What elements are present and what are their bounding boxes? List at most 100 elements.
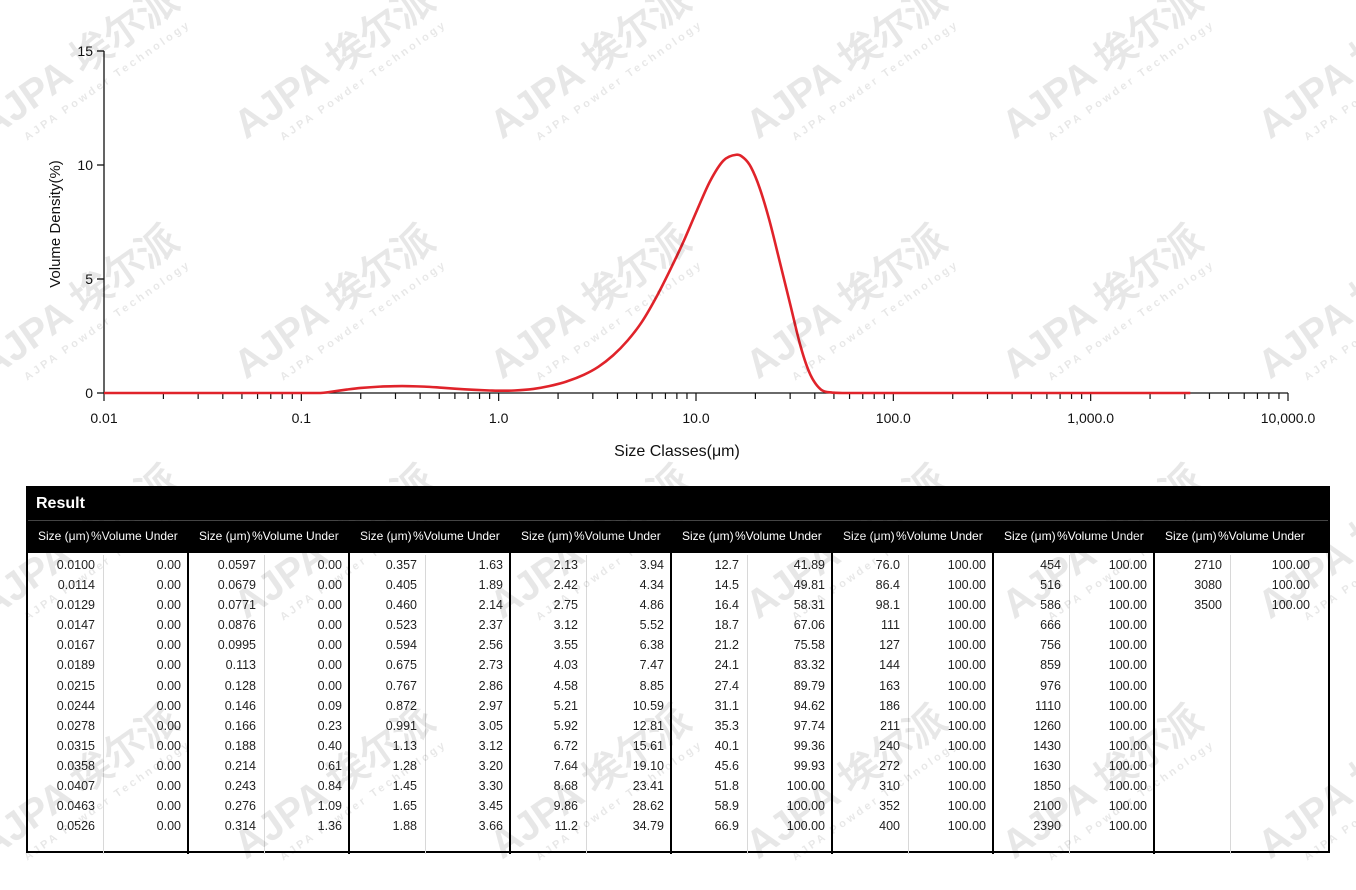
size-column: 12.7 14.5 16.4 18.7 21.2 24.1 27.4 31.1 35.3 40.1… bbox=[672, 555, 748, 854]
y-axis-label: Volume Density(%) bbox=[47, 160, 64, 288]
volume-cell: 0.00 bbox=[156, 738, 181, 753]
volume-under-header: %Volume Under bbox=[252, 529, 339, 543]
size-cell: 18.7 bbox=[714, 618, 739, 633]
volume-cell: 23.41 bbox=[632, 779, 664, 794]
size-cell: 127 bbox=[879, 638, 900, 653]
size-cell: 1850 bbox=[1033, 779, 1061, 794]
size-cell: 5.92 bbox=[553, 718, 578, 733]
size-cell: 0.0876 bbox=[217, 618, 256, 633]
volume-column: 0.00 0.00 0.00 0.00 0.00 0.00 0.00 0.00 0.00 0.00… bbox=[104, 555, 187, 854]
size-cell: 0.314 bbox=[224, 819, 256, 834]
volume-cell: 100.00 bbox=[947, 698, 986, 713]
volume-cell: 75.58 bbox=[793, 638, 825, 653]
volume-cell: 0.00 bbox=[156, 799, 181, 814]
volume-cell: 100.00 bbox=[1108, 779, 1147, 794]
size-cell: 2.42 bbox=[553, 578, 578, 593]
volume-cell: 99.93 bbox=[793, 758, 825, 773]
size-cell: 144 bbox=[879, 658, 900, 673]
result-column: 76.0 86.4 98.1 111 127 144 163 186 211 240 272 310 3… bbox=[833, 553, 994, 854]
size-cell: 0.0995 bbox=[217, 638, 256, 653]
size-cell: 0.0215 bbox=[56, 678, 95, 693]
volume-under-header: %Volume Under bbox=[1057, 529, 1144, 543]
size-cell: 0.0114 bbox=[57, 578, 95, 593]
size-cell: 0.460 bbox=[385, 598, 417, 613]
y-tick-label: 10 bbox=[77, 157, 93, 173]
size-cell: 111 bbox=[880, 618, 900, 633]
result-column: 12.7 14.5 16.4 18.7 21.2 24.1 27.4 31.1 35.3 40.1… bbox=[672, 553, 833, 854]
volume-cell: 1.63 bbox=[478, 558, 503, 572]
result-columns: 0.0100 0.0114 0.0129 0.0147 0.0167 0.0189 0.02… bbox=[28, 553, 1328, 854]
size-cell: 0.0129 bbox=[56, 598, 95, 613]
size-column: 0.357 0.405 0.460 0.523 0.594 0.675 0.767 0.872… bbox=[350, 555, 426, 854]
size-cell: 3.55 bbox=[553, 638, 578, 653]
volume-cell: 28.62 bbox=[632, 799, 664, 814]
volume-under-header: %Volume Under bbox=[896, 529, 983, 543]
result-column: 0.0100 0.0114 0.0129 0.0147 0.0167 0.0189 0.02… bbox=[28, 553, 189, 854]
size-cell: 2.75 bbox=[553, 598, 578, 613]
volume-cell: 1.36 bbox=[317, 819, 342, 834]
x-tick-label: 1.0 bbox=[489, 410, 509, 426]
size-cell: 86.4 bbox=[875, 578, 900, 593]
size-cell: 40.1 bbox=[714, 738, 739, 753]
size-cell: 976 bbox=[1040, 678, 1061, 693]
volume-cell: 2.73 bbox=[478, 658, 503, 673]
volume-cell: 2.86 bbox=[478, 678, 503, 693]
volume-column: 100.00 100.00 100.00 100.00 100.00 100.00 100.… bbox=[1070, 555, 1153, 854]
size-cell: 0.0278 bbox=[56, 718, 95, 733]
volume-cell: 1.89 bbox=[478, 578, 503, 593]
volume-cell: 100.00 bbox=[1108, 598, 1147, 613]
size-header: Size (μm) bbox=[199, 529, 251, 543]
volume-cell: 89.79 bbox=[793, 678, 825, 693]
size-cell: 586 bbox=[1040, 598, 1061, 613]
size-cell: 516 bbox=[1040, 578, 1061, 593]
size-cell: 666 bbox=[1040, 618, 1061, 633]
size-cell: 1110 bbox=[1035, 698, 1061, 713]
size-cell: 0.0147 bbox=[56, 618, 95, 633]
size-cell: 0.357 bbox=[385, 558, 417, 572]
column-header-group: Size (μm) %Volume Under bbox=[28, 521, 189, 553]
size-cell: 0.113 bbox=[225, 658, 256, 673]
volume-cell: 10.59 bbox=[632, 698, 664, 713]
column-header-group: Size (μm) %Volume Under bbox=[511, 521, 672, 553]
size-cell: 400 bbox=[879, 819, 900, 834]
volume-column: 0.00 0.00 0.00 0.00 0.00 0.00 0.00 0.09 0.23 0.40… bbox=[265, 555, 348, 854]
x-tick-label: 0.01 bbox=[90, 410, 117, 426]
volume-cell: 19.10 bbox=[632, 758, 664, 773]
size-cell: 0.0358 bbox=[56, 758, 95, 773]
column-header-group: Size (μm) %Volume Under bbox=[1155, 521, 1316, 553]
volume-cell: 2.97 bbox=[478, 698, 503, 713]
size-cell: 0.166 bbox=[224, 718, 256, 733]
volume-cell: 100.00 bbox=[1271, 598, 1310, 613]
size-header: Size (μm) bbox=[1004, 529, 1056, 543]
volume-cell: 4.86 bbox=[639, 598, 664, 613]
volume-cell: 0.00 bbox=[156, 618, 181, 633]
volume-cell: 2.14 bbox=[478, 598, 503, 613]
size-cell: 0.0100 bbox=[56, 558, 95, 572]
volume-cell: 100.00 bbox=[1108, 658, 1147, 673]
size-cell: 4.03 bbox=[553, 658, 578, 673]
volume-density-curve bbox=[104, 153, 1191, 395]
size-cell: 0.767 bbox=[385, 678, 417, 693]
volume-cell: 49.81 bbox=[793, 578, 825, 593]
volume-column: 41.89 49.81 58.31 67.06 75.58 83.32 89.79 94.62… bbox=[748, 555, 831, 854]
size-cell: 5.21 bbox=[553, 698, 578, 713]
volume-cell: 67.06 bbox=[793, 618, 825, 633]
size-cell: 8.68 bbox=[553, 779, 578, 794]
column-header-row: Size (μm) %Volume Under Size (μm) %Volume U… bbox=[28, 520, 1328, 553]
volume-column: 1.63 1.89 2.14 2.37 2.56 2.73 2.86 2.97 3.05 3.12… bbox=[426, 555, 509, 854]
size-cell: 2710 bbox=[1194, 558, 1222, 572]
size-cell: 0.405 bbox=[385, 578, 417, 593]
volume-cell: 100.00 bbox=[786, 819, 825, 834]
size-cell: 21.2 bbox=[714, 638, 739, 653]
volume-cell: 97.74 bbox=[793, 718, 825, 733]
size-cell: 0.243 bbox=[224, 779, 256, 794]
size-column: 2710 3080 3500 bbox=[1155, 555, 1231, 854]
volume-under-header: %Volume Under bbox=[735, 529, 822, 543]
size-cell: 1.88 bbox=[392, 819, 417, 834]
volume-cell: 34.79 bbox=[632, 819, 664, 834]
size-cell: 24.1 bbox=[714, 658, 739, 673]
size-cell: 6.72 bbox=[553, 738, 578, 753]
size-column: 76.0 86.4 98.1 111 127 144 163 186 211 240 272 310 3… bbox=[833, 555, 909, 854]
result-column: 454 516 586 666 756 859 976 1110 1260 1430 1630 185… bbox=[994, 553, 1155, 854]
volume-cell: 0.00 bbox=[317, 598, 342, 613]
